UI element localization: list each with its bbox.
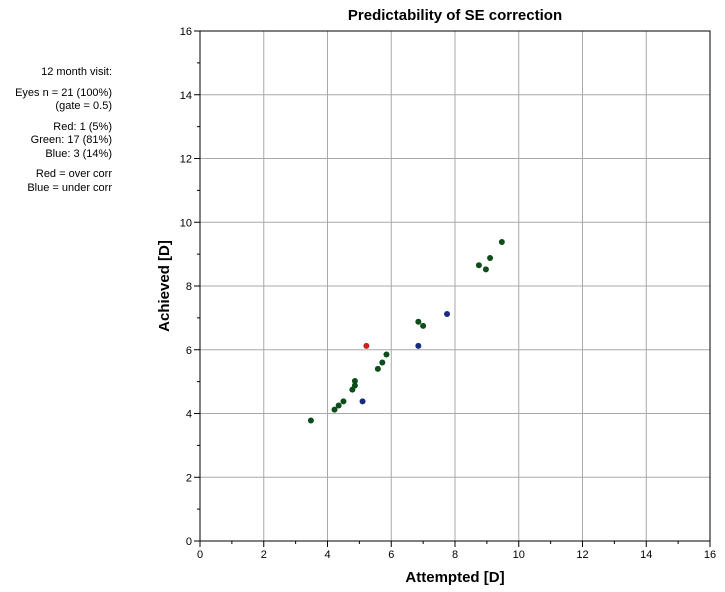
data-point-blue-18 xyxy=(444,311,451,318)
data-point-green-9 xyxy=(383,351,390,358)
data-point-green-13 xyxy=(482,266,489,273)
data-point-green-7 xyxy=(374,365,381,372)
data-point-green-3 xyxy=(340,398,347,405)
axis-ticks: 0 2 4 6 8 10 12 14 16 0 2 4 6 8 10 12 14 16 xyxy=(180,26,716,561)
x-tick-label-2: 2 xyxy=(261,549,267,561)
data-point-green-8 xyxy=(379,359,386,366)
data-point-red-19 xyxy=(363,342,370,349)
visit-label: 12 month visit: xyxy=(41,66,112,78)
green-count: Green: 17 (81%) xyxy=(30,134,112,146)
y-tick-label-12: 12 xyxy=(180,154,192,166)
blue-legend: Blue = under corr xyxy=(27,181,112,194)
chart-title: Predictability of SE correction xyxy=(348,7,562,24)
y-tick-label-10: 10 xyxy=(180,217,192,229)
y-tick-label-8: 8 xyxy=(186,281,192,293)
y-tick-label-16: 16 xyxy=(180,26,192,38)
data-point-green-0 xyxy=(307,417,314,424)
data-point-green-15 xyxy=(498,239,505,246)
data-point-green-14 xyxy=(487,254,494,261)
x-tick-label-4: 4 xyxy=(324,549,330,561)
data-point-blue-17 xyxy=(415,342,422,349)
y-tick-label-2: 2 xyxy=(186,472,192,484)
data-point-green-1 xyxy=(331,406,338,413)
blue-count: Blue: 3 (14%) xyxy=(45,147,112,160)
info-panel: 12 month visit: Eyes n = 21 (100%) (gate… xyxy=(0,66,112,195)
data-point-green-6 xyxy=(351,377,358,384)
data-point-green-11 xyxy=(420,322,427,329)
gate-value: (gate = 0.5) xyxy=(55,100,112,112)
data-point-green-12 xyxy=(475,262,482,269)
y-tick-label-0: 0 xyxy=(186,536,192,548)
x-tick-label-8: 8 xyxy=(452,549,458,561)
data-points xyxy=(307,239,505,424)
x-tick-label-14: 14 xyxy=(640,549,652,561)
data-point-green-5 xyxy=(351,382,358,389)
data-point-green-10 xyxy=(415,318,422,325)
x-tick-label-16: 16 xyxy=(704,549,716,561)
y-tick-label-4: 4 xyxy=(186,409,192,421)
red-legend: Red = over corr xyxy=(35,168,112,180)
eyes-count: Eyes n = 21 (100%) xyxy=(15,86,112,99)
x-axis-label: Attempted [D] xyxy=(405,569,504,586)
grid-lines xyxy=(200,31,710,541)
y-tick-label-6: 6 xyxy=(186,345,192,357)
x-tick-label-0: 0 xyxy=(197,549,203,561)
red-count: Red: 1 (5%) xyxy=(53,120,112,133)
x-tick-label-10: 10 xyxy=(513,549,525,561)
data-point-green-2 xyxy=(335,402,342,409)
data-point-blue-16 xyxy=(359,398,366,405)
y-tick-label-14: 14 xyxy=(180,90,192,102)
x-tick-label-6: 6 xyxy=(388,549,394,561)
x-tick-label-12: 12 xyxy=(576,549,588,561)
y-axis-label: Achieved [D] xyxy=(156,240,173,332)
